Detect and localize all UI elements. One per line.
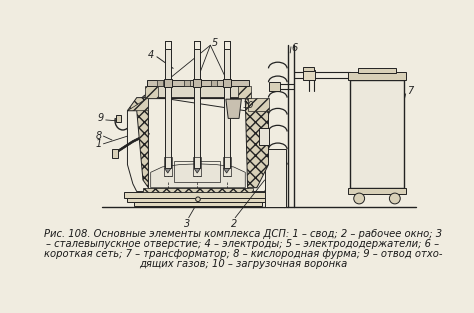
Bar [116, 115, 121, 122]
Polygon shape [128, 98, 148, 111]
Polygon shape [224, 168, 230, 173]
Text: 5: 5 [212, 38, 218, 48]
Polygon shape [151, 164, 245, 188]
Polygon shape [143, 188, 253, 192]
Bar [211, 80, 218, 86]
Text: 3: 3 [184, 218, 190, 228]
Text: Рис. 108. Основные элементы комплекса ДСП: 1 – свод; 2 – рабочее окно; 3: Рис. 108. Основные элементы комплекса ДС… [44, 228, 442, 239]
Text: 8: 8 [96, 131, 102, 141]
Text: дящих газов; 10 – загрузочная воронка: дящих газов; 10 – загрузочная воронка [139, 259, 347, 269]
Text: 6: 6 [291, 43, 297, 53]
Text: 10: 10 [242, 101, 254, 110]
Text: короткая сеть; 7 – трансформатор; 8 – кислородная фурма; 9 – отвод отхо-: короткая сеть; 7 – трансформатор; 8 – ки… [44, 249, 442, 259]
Bar [259, 128, 268, 145]
Bar [194, 49, 201, 168]
Polygon shape [164, 168, 171, 173]
Text: 4: 4 [147, 50, 154, 60]
Bar [303, 70, 315, 80]
Text: 9: 9 [98, 113, 104, 123]
Bar [128, 198, 268, 202]
Bar [164, 157, 172, 176]
Bar [134, 202, 262, 206]
Polygon shape [128, 95, 268, 192]
Bar [357, 68, 396, 73]
Bar [347, 72, 406, 80]
Bar [223, 157, 230, 176]
Bar [147, 80, 249, 86]
Polygon shape [237, 86, 251, 98]
Polygon shape [245, 98, 268, 188]
Text: – сталевыпускное отверстие; 4 – электроды; 5 – электрододержатели; 6 –: – сталевыпускное отверстие; 4 – электрод… [46, 239, 439, 249]
Circle shape [354, 193, 365, 204]
Bar [223, 79, 230, 87]
Bar [157, 80, 163, 86]
Bar [303, 67, 314, 71]
Bar [164, 49, 171, 168]
Polygon shape [128, 98, 148, 188]
Polygon shape [226, 99, 241, 118]
Bar [164, 79, 172, 87]
Bar [124, 192, 273, 198]
Polygon shape [194, 168, 201, 173]
Bar [184, 80, 190, 86]
Polygon shape [145, 86, 158, 98]
Circle shape [196, 197, 201, 202]
Polygon shape [247, 98, 268, 111]
Bar [347, 188, 406, 194]
Bar [264, 149, 286, 207]
Text: 7: 7 [407, 86, 413, 96]
Bar [112, 149, 118, 158]
Bar [193, 79, 201, 87]
Bar [268, 82, 280, 91]
Text: 2: 2 [230, 218, 237, 228]
Bar [193, 157, 201, 176]
Bar [350, 80, 404, 188]
Text: 1: 1 [96, 139, 102, 149]
Bar [224, 49, 230, 168]
Bar [174, 161, 220, 182]
Polygon shape [145, 86, 251, 98]
Circle shape [390, 193, 400, 204]
